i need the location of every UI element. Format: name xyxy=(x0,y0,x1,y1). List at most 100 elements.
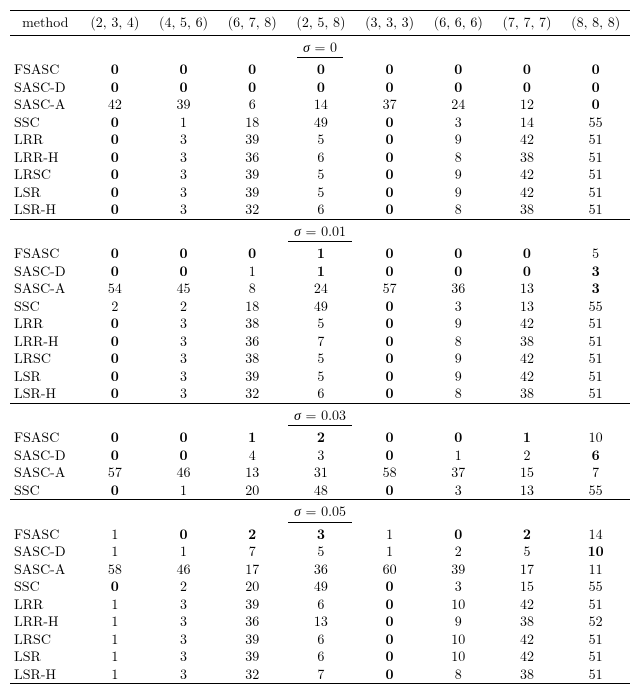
value-cell: 0 xyxy=(80,201,149,219)
table-row: LSR133960104251 xyxy=(10,648,630,666)
header-row: method (2, 3, 4) (4, 5, 6) (6, 7, 8) (2,… xyxy=(10,11,630,36)
value-cell: 9 xyxy=(424,315,493,333)
method-cell: FSASC xyxy=(10,59,80,79)
value-cell: 45 xyxy=(149,280,218,298)
method-cell: LSR-H xyxy=(10,385,80,403)
value-cell: 36 xyxy=(424,280,493,298)
value-cell: 42 xyxy=(493,315,562,333)
value-cell: 6 xyxy=(287,648,356,666)
value-cell: 42 xyxy=(493,350,562,368)
value-cell: 0 xyxy=(355,482,424,500)
col-5: (3, 3, 3) xyxy=(355,11,424,36)
value-cell: 5 xyxy=(287,350,356,368)
value-cell: 7 xyxy=(561,464,630,482)
sigma-cell: σ = 0.01 xyxy=(10,219,630,243)
value-cell: 1 xyxy=(218,427,287,447)
value-cell: 5 xyxy=(287,131,356,149)
table-row: LSR-H13327083851 xyxy=(10,666,630,684)
value-cell: 52 xyxy=(561,613,630,631)
value-cell: 3 xyxy=(149,201,218,219)
table-row: SSC012048031355 xyxy=(10,482,630,500)
value-cell: 3 xyxy=(424,482,493,500)
method-cell: LSR xyxy=(10,648,80,666)
value-cell: 54 xyxy=(80,280,149,298)
value-cell: 5 xyxy=(561,243,630,263)
method-cell: LRSC xyxy=(10,350,80,368)
table-row: SASC-A574613315837157 xyxy=(10,464,630,482)
value-cell: 9 xyxy=(424,613,493,631)
value-cell: 42 xyxy=(493,131,562,149)
value-cell: 3 xyxy=(149,613,218,631)
method-cell: LSR-H xyxy=(10,666,80,684)
value-cell: 1 xyxy=(80,666,149,684)
table-row: SSC022049031555 xyxy=(10,578,630,596)
value-cell: 37 xyxy=(355,96,424,114)
value-cell: 13 xyxy=(287,613,356,631)
value-cell: 14 xyxy=(287,96,356,114)
value-cell: 55 xyxy=(561,578,630,596)
value-cell: 7 xyxy=(218,543,287,561)
value-cell: 3 xyxy=(561,280,630,298)
value-cell: 0 xyxy=(355,385,424,403)
col-7: (7, 7, 7) xyxy=(493,11,562,36)
value-cell: 6 xyxy=(287,385,356,403)
value-cell: 13 xyxy=(218,464,287,482)
value-cell: 10 xyxy=(561,543,630,561)
value-cell: 1 xyxy=(80,648,149,666)
value-cell: 38 xyxy=(493,666,562,684)
value-cell: 48 xyxy=(287,482,356,500)
value-cell: 1 xyxy=(287,243,356,263)
value-cell: 13 xyxy=(493,280,562,298)
value-cell: 57 xyxy=(80,464,149,482)
value-cell: 24 xyxy=(287,280,356,298)
value-cell: 8 xyxy=(218,280,287,298)
value-cell: 0 xyxy=(80,59,149,79)
method-cell: LRR xyxy=(10,315,80,333)
table-row: FSASC001200110 xyxy=(10,427,630,447)
sigma-label: σ = 0 xyxy=(297,39,343,59)
method-cell: LRR-H xyxy=(10,613,80,631)
value-cell: 1 xyxy=(149,543,218,561)
value-cell: 0 xyxy=(561,96,630,114)
value-cell: 10 xyxy=(424,648,493,666)
value-cell: 0 xyxy=(355,350,424,368)
value-cell: 15 xyxy=(493,464,562,482)
method-cell: SSC xyxy=(10,578,80,596)
value-cell: 51 xyxy=(561,666,630,684)
value-cell: 10 xyxy=(561,427,630,447)
value-cell: 51 xyxy=(561,648,630,666)
value-cell: 57 xyxy=(355,280,424,298)
value-cell: 36 xyxy=(218,613,287,631)
value-cell: 49 xyxy=(287,578,356,596)
table-row: SASC-D117512510 xyxy=(10,543,630,561)
value-cell: 0 xyxy=(149,243,218,263)
value-cell: 38 xyxy=(218,350,287,368)
value-cell: 39 xyxy=(218,648,287,666)
value-cell: 31 xyxy=(287,464,356,482)
value-cell: 42 xyxy=(493,166,562,184)
value-cell: 0 xyxy=(355,315,424,333)
table-row: SASC-A54458245736133 xyxy=(10,280,630,298)
value-cell: 39 xyxy=(218,131,287,149)
value-cell: 9 xyxy=(424,350,493,368)
value-cell: 0 xyxy=(80,243,149,263)
value-cell: 5 xyxy=(287,166,356,184)
value-cell: 3 xyxy=(424,578,493,596)
table-row: FSASC00010005 xyxy=(10,243,630,263)
value-cell: 0 xyxy=(149,427,218,447)
value-cell: 5 xyxy=(287,543,356,561)
value-cell: 0 xyxy=(355,427,424,447)
method-cell: FSASC xyxy=(10,243,80,263)
value-cell: 51 xyxy=(561,131,630,149)
value-cell: 42 xyxy=(493,648,562,666)
table-body: σ = 0FSASC00000000SASC-D00000000SASC-A42… xyxy=(10,35,630,684)
value-cell: 9 xyxy=(424,166,493,184)
value-cell: 3 xyxy=(149,166,218,184)
value-cell: 3 xyxy=(149,315,218,333)
value-cell: 0 xyxy=(149,59,218,79)
col-6: (6, 6, 6) xyxy=(424,11,493,36)
value-cell: 3 xyxy=(149,131,218,149)
value-cell: 39 xyxy=(149,96,218,114)
value-cell: 20 xyxy=(218,482,287,500)
value-cell: 6 xyxy=(218,96,287,114)
